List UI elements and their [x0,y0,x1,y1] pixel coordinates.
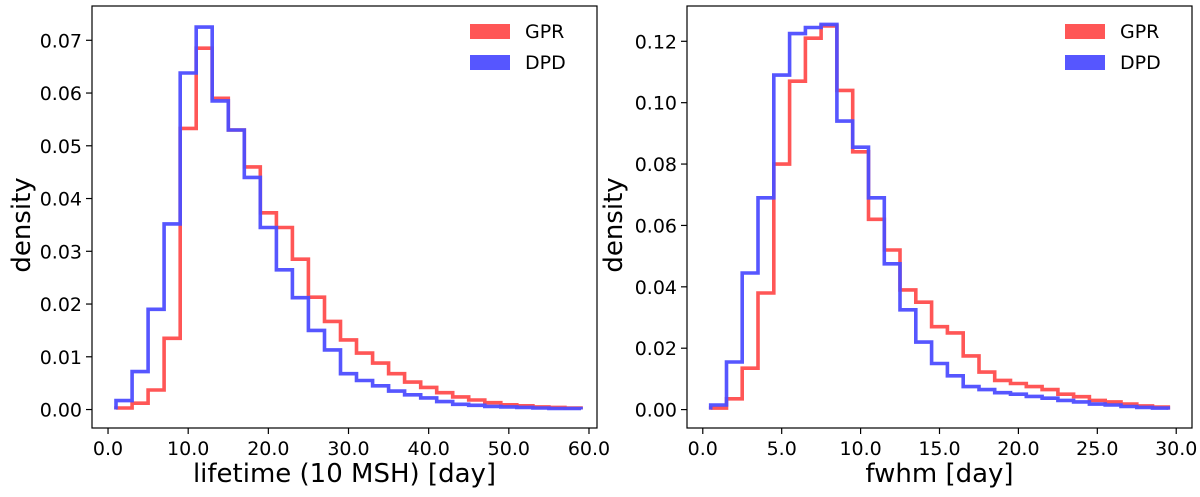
x-axis-label: fwhm [day] [865,459,1013,489]
x-tick-label: 25.0 [1076,438,1118,460]
y-tick-label: 0.03 [40,241,82,263]
y-tick-label: 0.07 [40,30,82,52]
x-tick-label: 5.0 [767,438,797,460]
legend-swatch-dpd [1065,55,1105,70]
x-tick-label: 10.0 [839,438,881,460]
x-tick-label: 10.0 [167,438,209,460]
x-tick-label: 40.0 [408,438,450,460]
y-tick-label: 0.01 [40,347,82,369]
y-tick-label: 0.04 [635,277,677,299]
series-gpr-step-line [114,46,583,410]
y-tick-label: 0.02 [40,294,82,316]
y-axis-label: density [599,177,629,272]
y-tick-label: 0.10 [635,93,677,115]
x-tick-label: 30.0 [1155,438,1197,460]
y-tick-label: 0.00 [635,400,677,422]
legend-swatch-gpr [1065,24,1105,39]
legend-swatch-gpr [470,24,510,39]
y-tick-label: 0.12 [635,31,677,53]
x-tick-label: 20.0 [997,438,1039,460]
legend-label-gpr: GPR [1120,21,1159,43]
y-tick-label: 0.04 [40,189,82,211]
x-tick-label: 60.0 [568,438,610,460]
series-gpr-step-line [708,24,1171,410]
x-tick-label: 0.0 [688,438,718,460]
y-tick-label: 0.02 [635,338,677,360]
y-tick-label: 0.08 [635,154,677,176]
y-tick-label: 0.06 [40,83,82,105]
y-axis-label: density [7,177,37,272]
chart-panel-1: 0.0 10.0 20.0 30.0 40.0 50.0 60.0 0.00 0.01 0.02 0… [7,5,610,489]
x-tick-label: 20.0 [247,438,289,460]
x-tick-label: 30.0 [327,438,369,460]
y-tick-label: 0.05 [40,136,82,158]
x-tick-label: 15.0 [918,438,960,460]
series-dpd-step-line [708,22,1171,410]
x-tick-label: 50.0 [488,438,530,460]
plot-frame [91,5,598,429]
legend-label-gpr: GPR [525,21,564,43]
y-tick-label: 0.06 [635,215,677,237]
y-tick-label: 0.00 [40,400,82,422]
x-axis-label: lifetime (10 MSH) [day] [193,459,496,489]
x-tick-label: 0.0 [93,438,123,460]
legend-swatch-dpd [470,55,510,70]
series-dpd-step-line [114,25,583,411]
legend-label-dpd: DPD [525,52,566,74]
legend-label-dpd: DPD [1120,52,1161,74]
chart-panel-2: 0.0 5.0 10.0 15.0 20.0 25.0 30.0 0.00 0.02 0.04 0.… [599,5,1197,489]
